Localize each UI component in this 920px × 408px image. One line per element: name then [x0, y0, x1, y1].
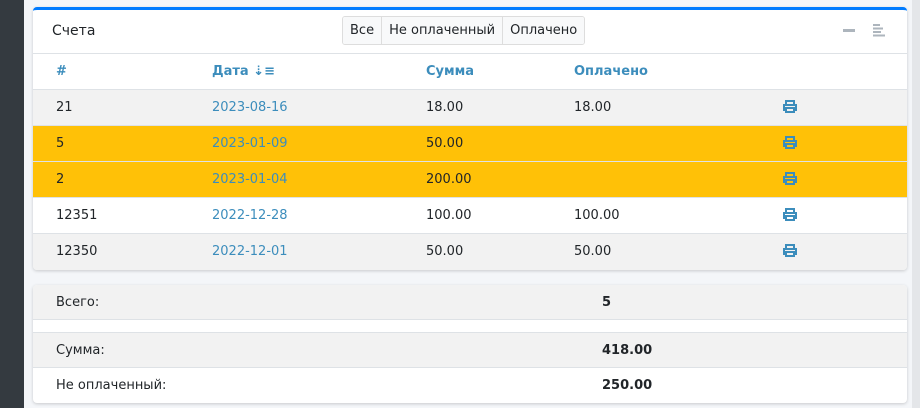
invoice-sum: 200.00	[426, 172, 472, 187]
col-id[interactable]: #	[56, 64, 67, 79]
filter-unpaid-button[interactable]: Не оплаченный	[382, 17, 504, 44]
invoices-card: Счета Все Не оплаченный Оплачено # Дата …	[33, 7, 907, 270]
invoice-id: 2	[56, 172, 65, 187]
invoice-sum: 18.00	[426, 100, 464, 115]
col-date-label: Дата	[212, 64, 249, 79]
table-row: 2 2023-01-04 200.00	[33, 162, 907, 198]
col-date[interactable]: Дата ⇣≡	[212, 64, 275, 79]
table-row: 12351 2022-12-28 100.00 100.00	[33, 198, 907, 234]
invoice-date-link[interactable]: 2023-08-16	[212, 100, 288, 115]
print-icon[interactable]	[783, 208, 797, 225]
summary-sum-row: Сумма: 418.00	[33, 333, 907, 368]
invoice-date-link[interactable]: 2023-01-04	[212, 172, 288, 187]
sort-desc-icon: ⇣≡	[253, 64, 275, 79]
print-icon[interactable]	[783, 244, 797, 261]
invoice-id: 5	[56, 136, 65, 151]
invoice-id: 12350	[56, 244, 98, 259]
collapse-icon[interactable]	[843, 24, 855, 41]
invoice-id: 21	[56, 100, 73, 115]
print-icon[interactable]	[783, 100, 797, 117]
invoice-sum: 100.00	[426, 208, 472, 223]
invoice-date-link[interactable]: 2022-12-28	[212, 208, 288, 223]
table-row: 12350 2022-12-01 50.00 50.00	[33, 234, 907, 270]
sum-value: 418.00	[602, 343, 653, 358]
invoice-date-link[interactable]: 2023-01-09	[212, 136, 288, 151]
filter-paid-button[interactable]: Оплачено	[503, 17, 585, 44]
filter-all-button[interactable]: Все	[343, 17, 383, 44]
scrollbar[interactable]	[912, 0, 920, 408]
summary-total-row: Всего: 5	[33, 285, 907, 320]
card-title: Счета	[52, 23, 96, 39]
total-label: Всего:	[56, 295, 100, 310]
summary-unpaid-row: Не оплаченный: 250.00	[33, 368, 907, 403]
print-icon[interactable]	[783, 136, 797, 153]
filter-group: Все Не оплаченный Оплачено	[342, 16, 586, 45]
print-icon[interactable]	[783, 172, 797, 189]
invoice-paid: 100.00	[574, 208, 620, 223]
unpaid-value: 250.00	[602, 378, 653, 393]
total-value: 5	[602, 295, 612, 310]
invoice-id: 12351	[56, 208, 98, 223]
sidebar-edge	[0, 0, 24, 408]
unpaid-label: Не оплаченный:	[56, 378, 167, 393]
invoice-sum: 50.00	[426, 244, 464, 259]
card-header: Счета Все Не оплаченный Оплачено	[33, 10, 907, 54]
summary-card: Всего: 5 Сумма: 418.00 Не оплаченный: 250.0…	[33, 285, 907, 403]
invoice-paid: 50.00	[574, 244, 612, 259]
summary-spacer	[33, 320, 907, 333]
col-sum[interactable]: Сумма	[426, 64, 475, 79]
table-row: 5 2023-01-09 50.00	[33, 126, 907, 162]
list-icon[interactable]	[873, 24, 885, 41]
table-row: 21 2023-08-16 18.00 18.00	[33, 90, 907, 126]
invoice-date-link[interactable]: 2022-12-01	[212, 244, 288, 259]
invoice-paid: 18.00	[574, 100, 612, 115]
table-header: # Дата ⇣≡ Сумма Оплачено	[33, 54, 907, 90]
sum-label: Сумма:	[56, 343, 105, 358]
invoice-sum: 50.00	[426, 136, 464, 151]
col-paid[interactable]: Оплачено	[574, 64, 648, 79]
